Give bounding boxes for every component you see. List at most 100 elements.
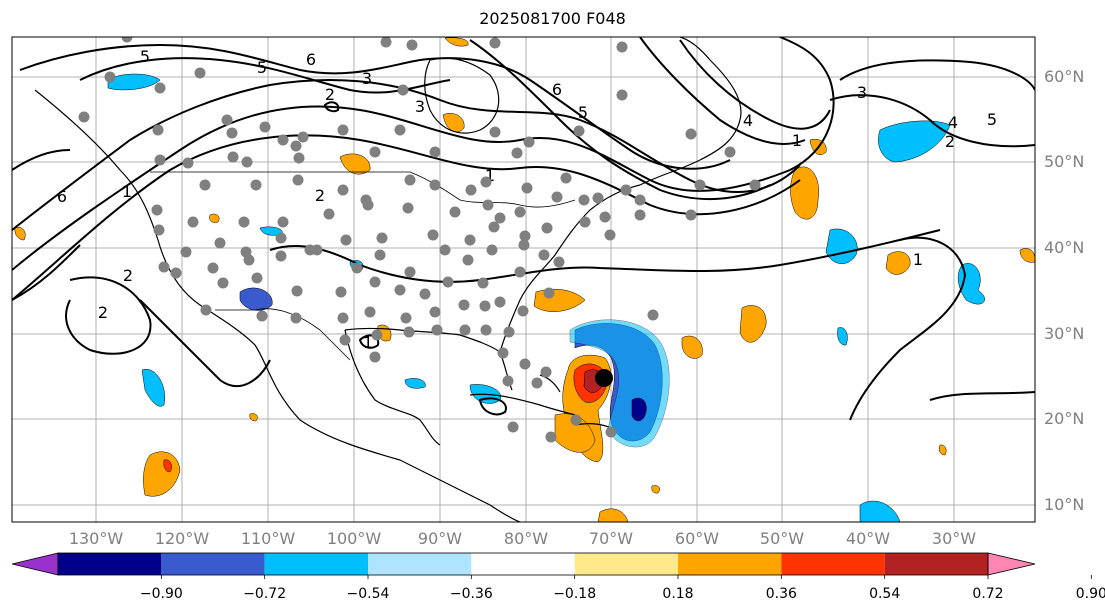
station-dot	[605, 426, 617, 438]
station-dot	[541, 222, 553, 234]
station-dot	[540, 366, 552, 378]
station-dot	[579, 216, 591, 228]
station-dot	[153, 224, 165, 236]
colorbar-segment	[781, 553, 885, 575]
station-dot	[551, 191, 563, 203]
station-dot	[226, 127, 238, 139]
station-dot	[323, 208, 335, 220]
colorbar	[11, 552, 1092, 579]
longitude-label: 80°W	[503, 529, 549, 548]
station-dot	[340, 234, 352, 246]
station-dot	[429, 306, 441, 318]
station-dot	[616, 41, 628, 53]
contour-line	[12, 134, 801, 301]
anomaly-blue-canada	[107, 73, 161, 91]
colorbar-tick-label: −0.72	[243, 586, 287, 602]
station-dot	[243, 254, 255, 266]
station-dot	[592, 192, 604, 204]
station-dot	[599, 211, 611, 223]
station-dot	[339, 334, 351, 346]
colorbar-segment	[264, 553, 368, 575]
latitude-label: 60°N	[1044, 67, 1085, 86]
station-dot	[335, 286, 347, 298]
station-dot	[442, 276, 454, 288]
colorbar-segment	[161, 553, 265, 575]
anomaly-orange-atlantic-3	[885, 251, 911, 275]
station-dot	[121, 37, 133, 43]
colorbar-outline	[57, 552, 989, 576]
station-dot	[459, 324, 471, 336]
station-dot	[275, 232, 287, 244]
contour-line	[12, 244, 81, 301]
positive-anomaly-shading	[14, 37, 1035, 522]
station-dot	[578, 194, 590, 206]
graticule-grid	[12, 37, 1035, 522]
station-dot	[362, 199, 374, 211]
longitude-label: 110°W	[240, 529, 296, 548]
station-dot	[371, 329, 383, 341]
station-dot	[570, 414, 582, 426]
station-dot	[462, 254, 474, 266]
anomaly-darkblue-core	[631, 397, 647, 422]
gulf-coast-line	[344, 327, 513, 391]
longitude-label: 90°W	[417, 529, 463, 548]
contour-line	[19, 43, 731, 170]
contour-label: 5	[987, 110, 997, 129]
station-dot	[479, 300, 491, 312]
station-dot	[337, 184, 349, 196]
colorbar-tick-label: −0.36	[449, 586, 493, 602]
station-dot	[78, 111, 90, 123]
anomaly-orange-misc-7	[597, 508, 629, 522]
anomaly-orange-misc-5	[938, 444, 947, 456]
longitude-label: 40°W	[845, 529, 891, 548]
station-dot	[241, 156, 253, 168]
anomaly-blue-atlantic	[878, 120, 951, 163]
station-dot	[400, 312, 412, 324]
contour-label: 4	[948, 113, 958, 132]
station-dot	[290, 312, 302, 324]
anomaly-orange-east-coast	[533, 289, 586, 312]
longitude-label: 30°W	[931, 529, 977, 548]
station-dot	[419, 288, 431, 300]
station-dot	[449, 206, 461, 218]
station-dot	[170, 267, 182, 279]
colorbar-extend-high	[987, 552, 1036, 576]
station-dot	[694, 179, 706, 191]
latitude-label: 20°N	[1044, 409, 1085, 428]
station-dot	[406, 39, 418, 51]
colorbar-tick-label: 0.36	[765, 586, 797, 602]
contour-line	[849, 236, 967, 421]
station-dot	[482, 199, 494, 211]
station-dot	[553, 256, 565, 268]
station-dot	[104, 71, 116, 83]
colorbar-segment	[884, 553, 988, 575]
station-dot	[488, 221, 500, 233]
station-dot	[154, 82, 166, 94]
contour-line	[478, 397, 507, 416]
colorbar-segment	[368, 553, 472, 575]
anomaly-orange-misc-4	[1019, 248, 1035, 263]
station-dot	[151, 204, 163, 216]
contour-lines	[12, 37, 1035, 421]
station-dot	[380, 37, 392, 48]
mexico-gulf-line	[344, 329, 441, 446]
station-dot	[616, 89, 628, 101]
station-dot	[394, 284, 406, 296]
anomaly-red-pacific	[163, 459, 172, 473]
anomaly-orange-misc-8	[444, 37, 469, 47]
station-dot	[724, 146, 736, 158]
station-dot	[250, 179, 262, 191]
station-dot	[369, 351, 381, 363]
longitude-label: 100°W	[326, 529, 382, 548]
station-dot	[427, 229, 439, 241]
contour-label: 6	[306, 50, 316, 69]
station-dot	[521, 182, 533, 194]
station-dot	[431, 324, 443, 336]
station-dot	[290, 140, 302, 152]
anomaly-orange-misc-2	[249, 413, 258, 422]
station-dot	[458, 299, 470, 311]
station-dot	[531, 377, 543, 389]
station-dot	[511, 147, 523, 159]
station-dot	[429, 146, 441, 158]
